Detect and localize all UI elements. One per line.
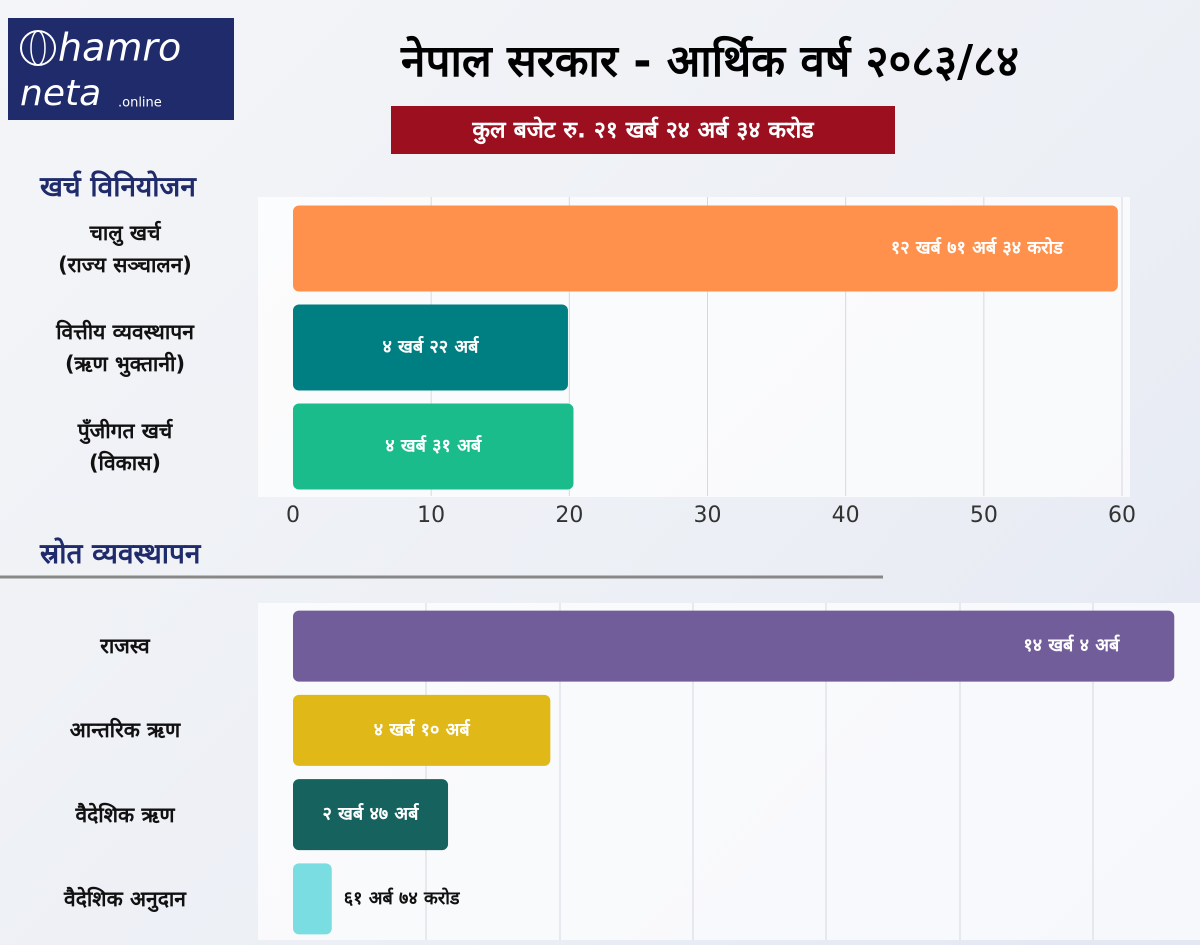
x-tick-label: 60 — [1108, 503, 1136, 528]
logo-suffix: .online — [118, 96, 162, 111]
section-title: स्रोत व्यवस्थापन — [39, 537, 202, 570]
category-label: राजस्व — [100, 634, 150, 659]
bar — [293, 779, 449, 851]
section-title: खर्च विनियोजन — [39, 170, 197, 203]
bar — [293, 863, 332, 935]
x-tick-label: 50 — [970, 503, 998, 528]
x-tick-label: 20 — [555, 503, 583, 528]
value-label: ४ खर्ब ३१ अर्ब — [385, 435, 482, 457]
value-label: १४ खर्ब ४ अर्ब — [1023, 634, 1120, 656]
x-tick-label: 0 — [286, 503, 300, 528]
logo-box — [8, 18, 234, 120]
logo-text: hamro — [58, 26, 181, 70]
x-tick-label: 30 — [694, 503, 722, 528]
page-title: नेपाल सरकार - आर्थिक वर्ष २०८३/८४ — [400, 35, 1019, 87]
bar — [293, 610, 1175, 682]
value-label: ४ खर्ब १० अर्ब — [374, 718, 471, 740]
value-label: ४ खर्ब २२ अर्ब — [383, 336, 480, 358]
bar — [293, 304, 568, 391]
value-label: १२ खर्ब ७१ अर्ब ३४ करोड — [891, 237, 1064, 259]
category-label: वित्तीय व्यवस्थापन (ऋण भुक्तानी) — [56, 319, 194, 376]
x-tick-label: 40 — [832, 503, 860, 528]
subtitle-box — [391, 106, 895, 154]
bar — [293, 205, 1118, 292]
category-label: वैदेशिक अनुदान — [64, 886, 186, 911]
category-label: पुँजीगत खर्च (विकास) — [77, 418, 173, 475]
value-label: २ खर्ब ४७ अर्ब — [323, 803, 420, 825]
value-label: ६१ अर्ब ७४ करोड — [344, 887, 461, 909]
subtitle: कुल बजेट रु. २१ खर्ब २४ अर्ब ३४ करोड — [471, 116, 814, 145]
category-label: वैदेशिक ऋण — [75, 802, 175, 827]
category-label: आन्तरिक ऋण — [69, 718, 181, 743]
x-tick-label: 10 — [417, 503, 445, 528]
logo-globe-line — [30, 30, 46, 66]
category-label: चालु खर्च (राज्य सञ्चालन) — [58, 220, 192, 277]
bar — [293, 403, 574, 490]
logo-text: neta — [20, 73, 101, 114]
bar — [293, 694, 551, 766]
